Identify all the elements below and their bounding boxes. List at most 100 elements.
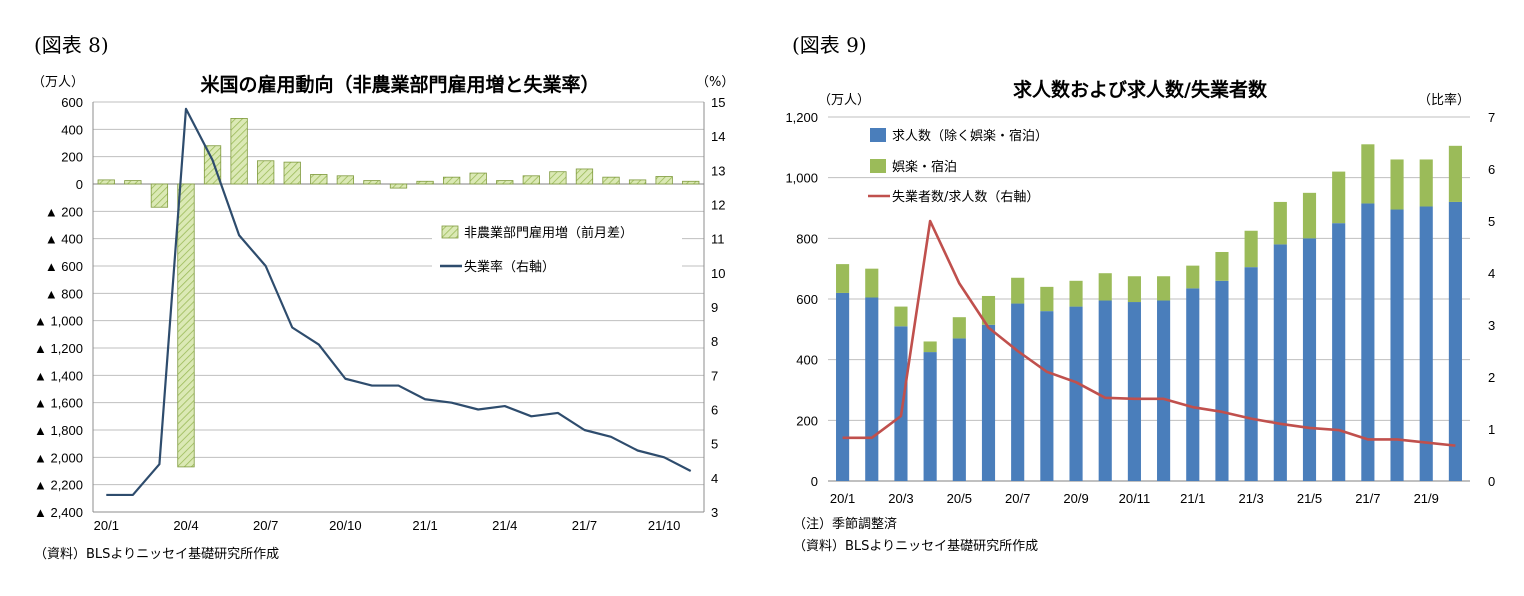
right-x-tick-label: 20/7 [1005, 491, 1030, 506]
employment-change-bar [389, 183, 408, 189]
job-openings-bar [1186, 288, 1200, 481]
left-legend-box [432, 218, 682, 284]
right-y2-tick-label: 5 [1488, 214, 1495, 229]
left-x-tick-label: 21/4 [492, 518, 517, 533]
left-chart-title: 米国の雇用動向（非農業部門雇用増と失業率） [200, 73, 599, 96]
left-y-tick-label: ▲ 1,200 [34, 341, 83, 356]
right-y-left-unit: （万人） [818, 93, 870, 108]
job-openings-bar [1332, 223, 1346, 481]
job-openings-bar [1302, 238, 1317, 481]
leisure-hospitality-bar [981, 295, 996, 325]
left-y-right-unit: （%） [696, 75, 734, 90]
job-openings-bar [1448, 201, 1462, 481]
right-chart: 1,200 1,000 800 600 400 200 0 7 6 5 4 3 2 1 0 20/1 20/3 2… [785, 110, 1495, 506]
left-x-tick-label: 20/7 [253, 518, 278, 533]
employment-change-bar [602, 176, 620, 185]
job-openings-bar [1244, 267, 1258, 481]
left-y2-tick-label: 5 [711, 437, 718, 452]
left-x-tick-label: 21/1 [412, 518, 437, 533]
leisure-hospitality-bar [1011, 277, 1025, 304]
left-y2-tick-label: 8 [711, 334, 718, 349]
left-y2-tick-label: 13 [711, 163, 725, 178]
right-note-1: （注）季節調整済 [793, 516, 897, 532]
leisure-hospitality-bar [1332, 171, 1346, 224]
employment-change-bar [283, 161, 301, 185]
right-y-tick-label: 400 [796, 353, 818, 368]
leisure-hospitality-bar [952, 317, 966, 339]
employment-change-bar [310, 174, 328, 185]
job-openings-bar [1390, 209, 1404, 481]
left-y-tick-label: ▲ 400 [45, 232, 83, 247]
legend-label-job-openings: 求人数（除く娯楽・宿泊） [892, 128, 1048, 144]
right-y-tick-label: 800 [796, 231, 818, 246]
job-openings-bar [1273, 244, 1287, 481]
left-y2-tick-label: 12 [711, 198, 725, 213]
left-y2-tick-label: 11 [711, 232, 725, 247]
left-y-tick-label: ▲ 2,000 [34, 450, 83, 465]
right-y2-tick-label: 7 [1488, 110, 1495, 125]
left-y-tick-label: ▲ 2,200 [34, 478, 83, 493]
leisure-hospitality-bar [1361, 144, 1375, 204]
figure-8-label: (図表 8) [34, 33, 109, 57]
right-note-2: （資料）BLSよりニッセイ基礎研究所作成 [793, 539, 1038, 554]
left-source-note: （資料）BLSよりニッセイ基礎研究所作成 [34, 547, 279, 562]
right-y2-tick-label: 2 [1488, 370, 1495, 385]
leisure-hospitality-bar [1098, 273, 1112, 301]
leisure-hospitality-bar [1157, 276, 1171, 301]
leisure-hospitality-bar [1390, 159, 1404, 210]
unemployment-rate-line [106, 107, 692, 497]
right-x-tick-label: 21/5 [1297, 491, 1322, 506]
right-x-tick-label: 21/1 [1180, 491, 1205, 506]
left-y2-tick-label: 3 [711, 505, 718, 520]
left-y-tick-label: ▲ 1,400 [34, 368, 83, 383]
leisure-hospitality-bar [1244, 230, 1258, 268]
employment-change-bar [416, 180, 434, 185]
job-openings-bar [1361, 203, 1375, 481]
employment-change-bar [336, 175, 355, 185]
employment-change-bar [469, 172, 487, 185]
left-y2-tick-label: 9 [711, 300, 718, 315]
right-x-tick-label: 20/1 [830, 491, 855, 506]
employment-change-bar [177, 183, 195, 468]
right-y2-tick-label: 1 [1488, 422, 1495, 437]
leisure-hospitality-bar [1273, 201, 1287, 245]
left-x-tick-label: 20/4 [173, 518, 198, 533]
left-y-tick-label: ▲ 1,600 [34, 396, 83, 411]
job-openings-bar [894, 326, 908, 481]
left-chart: 600 400 200 0 ▲ 200 ▲ 400 ▲ 600 ▲ 800 ▲ 1,000 ▲ 1… [34, 95, 725, 533]
leisure-hospitality-bar [1302, 192, 1317, 239]
left-y-tick-label: ▲ 200 [45, 204, 83, 219]
right-x-tick-label: 21/9 [1414, 491, 1439, 506]
left-y-tick-label: ▲ 600 [45, 259, 83, 274]
leisure-hospitality-bar [1040, 286, 1054, 312]
right-y-tick-label: 0 [811, 474, 818, 489]
legend-swatch-leisure [870, 159, 886, 173]
leisure-hospitality-bar [894, 306, 908, 327]
employment-change-bar [97, 179, 115, 185]
right-y-tick-label: 1,000 [785, 171, 818, 186]
job-openings-bar [1040, 311, 1054, 481]
employment-change-bar [150, 183, 169, 208]
right-y-tick-label: 200 [796, 413, 818, 428]
right-y2-tick-label: 0 [1488, 474, 1495, 489]
right-x-tick-label: 21/3 [1238, 491, 1263, 506]
job-openings-bar [1215, 280, 1229, 481]
legend-label-leisure: 娯楽・宿泊 [892, 159, 957, 175]
employment-change-bar [230, 118, 248, 185]
right-chart-title: 求人数および求人数/失業者数 [1013, 78, 1268, 101]
leisure-hospitality-bar [1127, 276, 1141, 303]
employment-change-bar [363, 180, 381, 185]
left-y-left-unit: （万人） [32, 75, 84, 90]
left-y-tick-label: ▲ 1,000 [34, 314, 83, 329]
right-x-tick-label: 20/3 [888, 491, 913, 506]
right-y2-tick-label: 6 [1488, 162, 1495, 177]
job-openings-bar [1127, 302, 1141, 481]
right-y2-tick-label: 3 [1488, 318, 1495, 333]
leisure-hospitality-bar [1186, 265, 1200, 289]
leisure-hospitality-bar [1448, 145, 1462, 202]
left-y-tick-label: ▲ 2,400 [34, 505, 83, 520]
employment-change-bar [575, 168, 594, 185]
job-openings-bar [923, 352, 937, 481]
employment-change-bar [628, 179, 647, 185]
right-x-tick-label: 20/11 [1119, 491, 1151, 506]
